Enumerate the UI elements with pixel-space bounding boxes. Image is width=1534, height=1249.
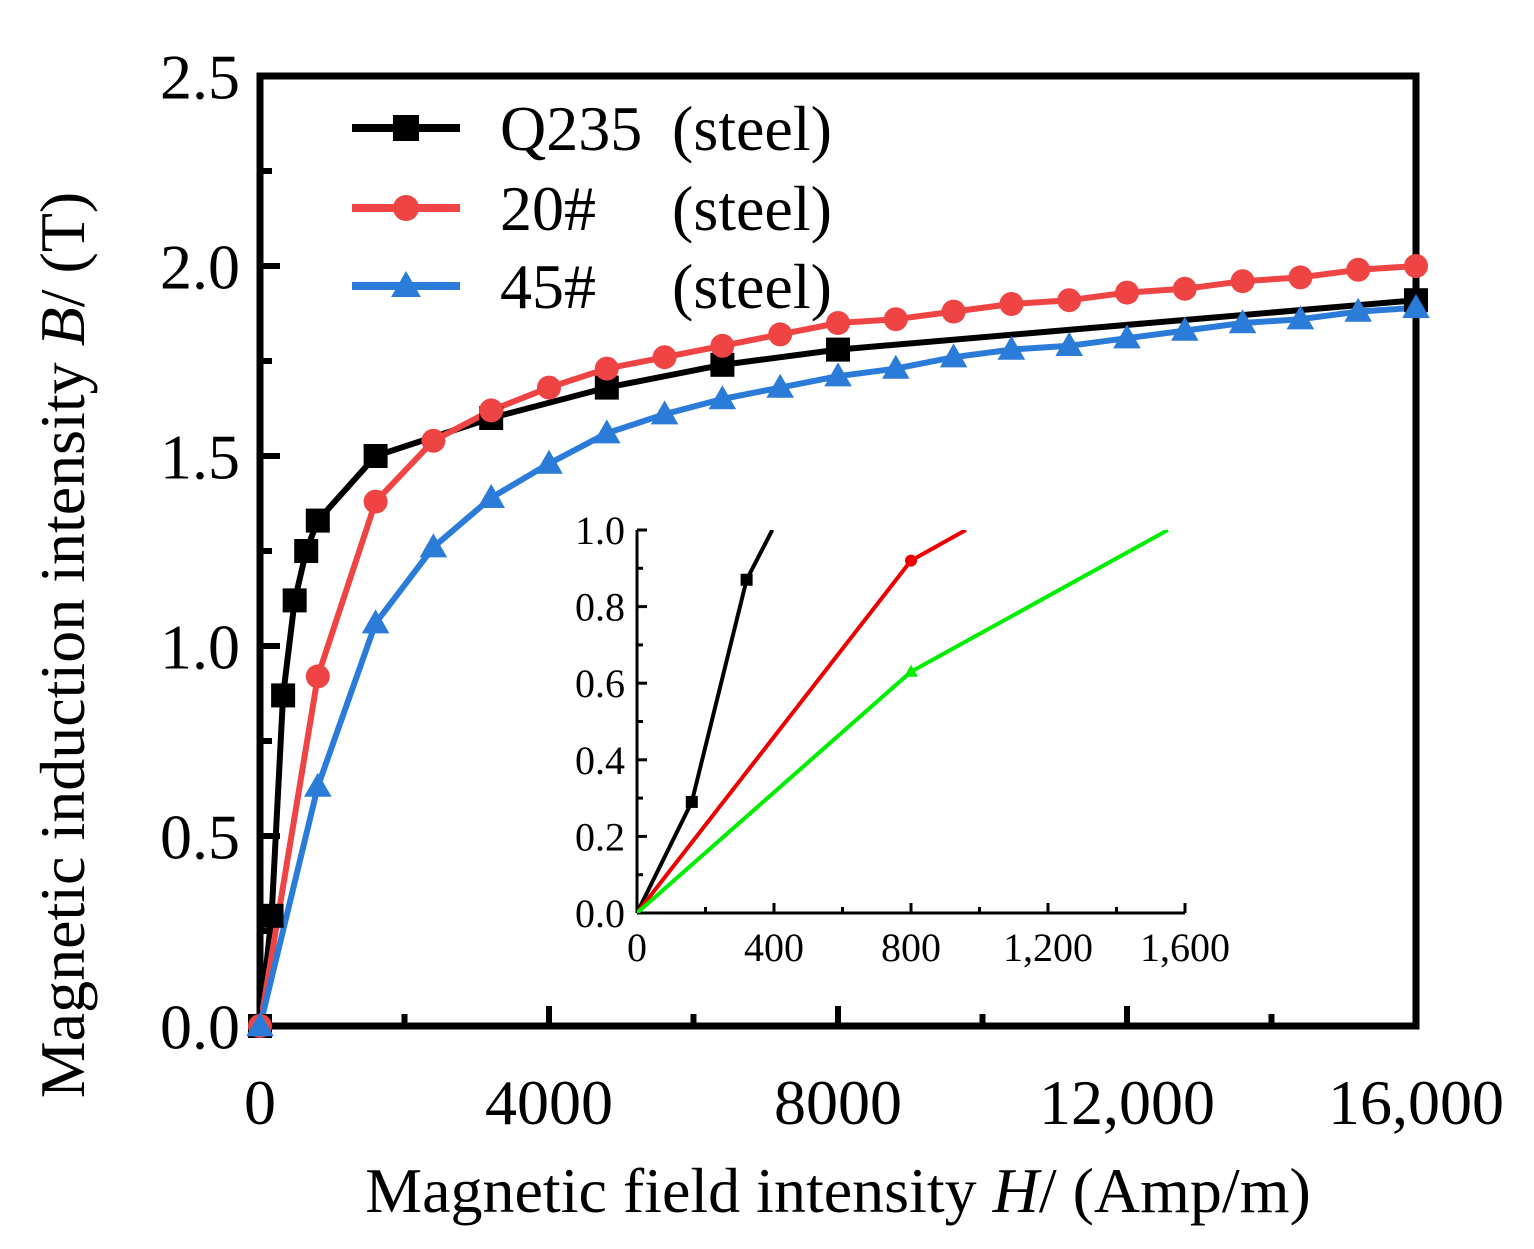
series-line-20# — [637, 530, 967, 913]
data-point-20# — [652, 345, 677, 370]
data-point-20# — [768, 322, 793, 347]
data-point-45# — [535, 449, 563, 474]
data-point-45# — [766, 373, 794, 398]
y-tick-label: 0.6 — [575, 661, 625, 706]
data-point-45# — [1344, 297, 1372, 322]
x-tick-label: 8000 — [774, 1067, 902, 1138]
x-tick-label: 1,200 — [1003, 925, 1093, 970]
data-point-20# — [1230, 269, 1255, 294]
x-tick-label: 800 — [881, 925, 941, 970]
series-group — [637, 530, 1169, 913]
x-tick-label: 12,000 — [1039, 1067, 1215, 1138]
data-point-20# — [826, 311, 850, 335]
data-point-20# — [305, 664, 330, 689]
series-line-45# — [637, 530, 1169, 913]
data-point-20# — [479, 398, 504, 423]
data-point-Q235 — [282, 588, 307, 613]
data-point-45# — [246, 1012, 274, 1037]
data-point-45# — [1171, 316, 1199, 341]
y-tick-label: 2.5 — [160, 41, 240, 112]
data-point-45# — [824, 362, 852, 387]
series-line-Q235 — [637, 530, 775, 913]
y-tick-label: 1.0 — [575, 508, 625, 553]
data-point-45# — [708, 385, 737, 410]
data-point-45# — [1055, 332, 1083, 356]
data-point-20# — [537, 375, 561, 400]
data-point-20# — [594, 356, 619, 381]
data-point-45# — [361, 609, 390, 634]
x-tick-label: 0 — [244, 1067, 276, 1138]
data-point-Q235 — [271, 683, 296, 708]
data-point-20# — [1288, 265, 1313, 290]
y-tick-label: 1.5 — [160, 421, 240, 492]
data-point-45# — [904, 664, 918, 677]
data-point-45# — [419, 533, 448, 558]
y-tick-label: 0.4 — [575, 738, 625, 783]
legend-marker-20# — [393, 195, 419, 221]
data-point-Q235 — [363, 444, 388, 468]
legend: Q235 (steel) 20# (steel) 45# (steel) — [352, 93, 832, 322]
data-point-20# — [905, 554, 917, 567]
y-tick-label: 1.0 — [160, 611, 240, 682]
data-point-45# — [997, 335, 1026, 360]
data-point-20# — [1404, 254, 1428, 278]
legend-suffix-20#: (steel) — [672, 173, 832, 244]
data-point-20# — [1057, 288, 1082, 313]
x-tick-label: 1,600 — [1140, 925, 1230, 970]
data-point-20# — [421, 428, 446, 453]
inset-plot: 0 400 800 1,200 1,600 0.0 0.2 0.4 0.6 0.8 1.0 — [575, 508, 1230, 970]
legend-label-45#: 45# — [500, 251, 596, 322]
data-point-20# — [883, 307, 908, 332]
data-point-45# — [1286, 305, 1315, 330]
data-point-45# — [1228, 309, 1257, 334]
y-axis-title: Magnetic induction intensity B/ (T) — [27, 192, 98, 1098]
y-tick-label: 0.8 — [575, 585, 625, 630]
data-point-45# — [593, 419, 621, 444]
data-point-20# — [941, 299, 966, 324]
data-point-20# — [999, 292, 1024, 316]
legend-marker-Q235 — [393, 115, 419, 141]
legend-label-20#: 20# — [500, 173, 596, 244]
y-tick-label: 0.5 — [160, 801, 240, 872]
data-point-Q235 — [294, 539, 319, 563]
x-axis-title: Magnetic field intensity H/ (Amp/m) — [365, 1155, 1311, 1226]
data-point-45# — [882, 354, 910, 379]
y-tick-label: 0.2 — [575, 814, 625, 859]
data-point-Q235 — [305, 508, 330, 533]
legend-marker-45# — [391, 271, 421, 298]
y-tick-label: 0.0 — [575, 891, 625, 936]
data-point-Q235 — [740, 573, 753, 586]
legend-suffix-Q235: (steel) — [672, 93, 832, 164]
data-point-20# — [1346, 257, 1371, 282]
data-point-45# — [1402, 294, 1430, 318]
data-point-45# — [650, 400, 679, 425]
data-point-Q235 — [259, 903, 284, 928]
y-tick-label: 2.0 — [160, 231, 240, 302]
legend-label-Q235: Q235 — [500, 93, 642, 164]
data-point-45# — [304, 772, 332, 797]
legend-suffix-45#: (steel) — [672, 251, 832, 322]
data-point-Q235 — [685, 795, 698, 808]
data-point-20# — [1115, 280, 1139, 305]
data-point-20# — [1172, 276, 1197, 301]
data-point-20# — [710, 333, 735, 358]
x-tick-label: 400 — [744, 925, 804, 970]
x-tick-label: 4000 — [485, 1067, 613, 1138]
data-point-45# — [1113, 324, 1141, 349]
x-tick-label: 16,000 — [1328, 1067, 1504, 1138]
data-point-45# — [477, 484, 505, 508]
data-point-20# — [363, 489, 388, 514]
y-tick-label: 0.0 — [160, 991, 240, 1062]
axis-titles: Magnetic field intensity H/ (Amp/m) Magn… — [27, 192, 1311, 1226]
series-line-Q235 — [260, 297, 1416, 1026]
data-point-Q235 — [826, 337, 850, 362]
x-tick-label: 0 — [627, 925, 647, 970]
data-point-45# — [939, 343, 968, 368]
series-line-45# — [260, 304, 1416, 1026]
